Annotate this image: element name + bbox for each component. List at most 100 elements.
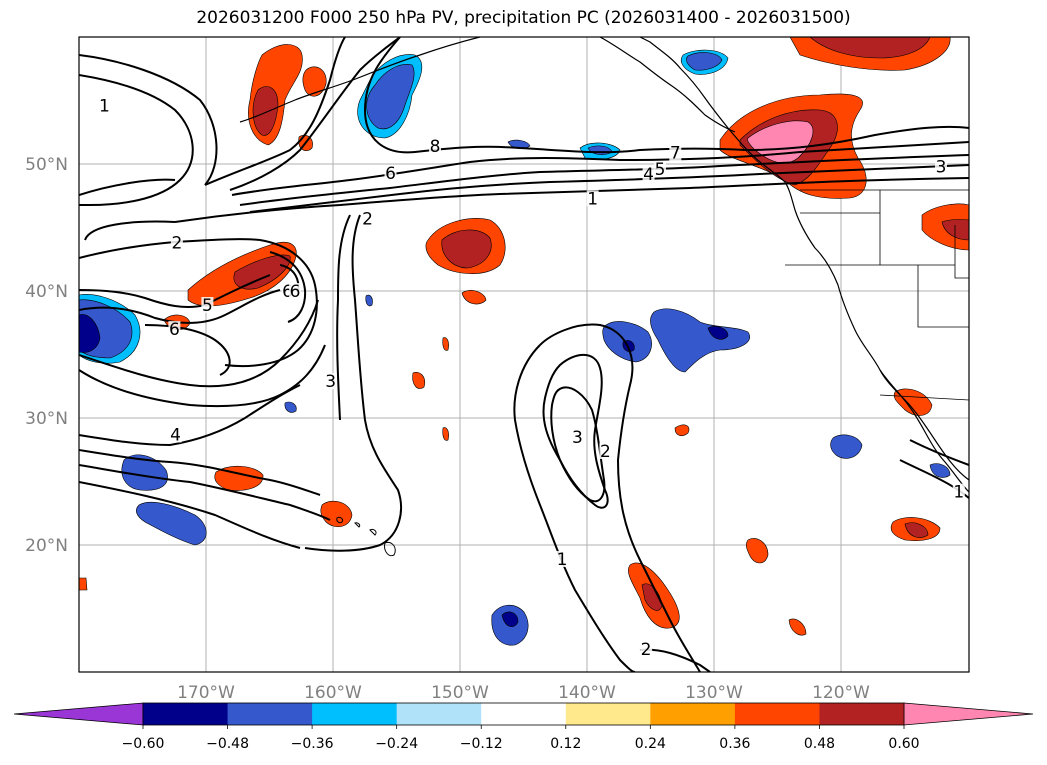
coast-alaska: [239, 37, 481, 123]
pv-label-background: [642, 166, 655, 183]
island: [354, 522, 361, 528]
pv-contour: [249, 164, 969, 213]
colorbar-tick-label: −0.24: [375, 736, 418, 752]
pv-contour-label: 6: [290, 282, 301, 302]
precip-blob: [366, 64, 415, 130]
precip-blob: [941, 219, 969, 241]
precip-blob: [284, 401, 297, 413]
pv-contour: [269, 251, 307, 323]
precip-blob: [412, 372, 425, 389]
precip-blob: [121, 454, 168, 491]
precip-blob: [79, 314, 101, 353]
coastlines: [239, 37, 969, 493]
precip-blob: [136, 501, 207, 546]
pv-contour: [79, 178, 176, 196]
pv-contour-label: 1: [99, 97, 110, 117]
colorbar-tick-label: −0.60: [122, 736, 165, 752]
colorbar-tick-label: −0.36: [291, 736, 334, 752]
pv-contour-label: 3: [936, 158, 947, 178]
precip-blob: [501, 611, 519, 628]
pv-label-background: [384, 164, 397, 181]
pv-label-background: [640, 641, 653, 658]
pv-contour-label: 4: [643, 165, 654, 185]
lon-tick-label-160w: 160°W: [304, 683, 362, 703]
pv-contour: [336, 214, 351, 421]
pv-contour: [79, 449, 321, 496]
precip-blob: [707, 326, 729, 340]
pv-contour: [539, 323, 701, 672]
pv-contour-label: 2: [171, 234, 182, 254]
pv-contour: [79, 481, 301, 549]
precip-blob: [904, 522, 929, 538]
map-title: 2026031200 F000 250 hPa PV, precipitatio…: [196, 8, 851, 28]
hawaii-islands: [336, 516, 396, 557]
colorbar-segment: [734, 703, 820, 725]
border-state: [954, 225, 969, 279]
border-state: [917, 265, 969, 328]
lon-tick-labels: 170°W 160°W 150°W 140°W 130°W 120°W: [177, 683, 870, 703]
colorbar-segment: [312, 703, 398, 725]
pv-label-background: [201, 297, 214, 313]
pv-label-background: [169, 426, 182, 443]
lat-tick-label-30n: 30°N: [25, 409, 68, 429]
pv-contour: [79, 274, 271, 308]
colorbar-tick-label: −0.12: [460, 736, 503, 752]
pv-contour-label: 8: [430, 137, 441, 157]
lon-tick-label-120w: 120°W: [812, 683, 870, 703]
pv-contour: [229, 37, 401, 191]
precip-blob: [686, 52, 723, 71]
lat-tick-label-40n: 40°N: [25, 282, 68, 302]
pv-contour: [84, 220, 176, 241]
pv-contour: [550, 386, 606, 503]
precip-blob: [233, 254, 291, 290]
pv-label-background: [168, 321, 181, 338]
pv-contour: [542, 353, 609, 509]
colorbar-tick-label: 0.36: [719, 736, 750, 752]
colorbar-tick-label: 0.48: [804, 736, 835, 752]
pv-label-background: [324, 373, 337, 390]
colorbar-segment: [650, 703, 736, 725]
pv-label-background: [429, 138, 441, 155]
pv-contour-label: 1: [953, 483, 964, 503]
colorbar-tick-label: 0.24: [635, 736, 666, 752]
precip-blob: [929, 463, 951, 478]
pv-label-background: [654, 161, 666, 178]
colorbar-segment: [565, 703, 651, 725]
pv-contour-label: 5: [202, 296, 213, 316]
precip-blob: [893, 388, 933, 416]
precip-blob: [650, 308, 750, 373]
pv-label-background: [170, 234, 183, 251]
coast-baja: [879, 369, 969, 493]
colorbar-tick-label: 0.60: [888, 736, 919, 752]
precip-blob: [745, 538, 769, 564]
island: [336, 516, 343, 524]
pv-label-background: [98, 97, 111, 114]
precip-blob: [441, 229, 492, 269]
colorbar-tick-label: 0.12: [550, 736, 581, 752]
pv-contour: [79, 74, 194, 206]
political-borders: [785, 189, 969, 401]
pv-label-background: [571, 429, 584, 446]
pv-contour-label: 5: [655, 160, 666, 180]
border-us-mexico: [879, 394, 969, 401]
coast-bc: [599, 37, 736, 133]
pv-contour: [909, 439, 969, 466]
pv-contour: [363, 37, 969, 154]
lon-tick-label-130w: 130°W: [685, 683, 743, 703]
colorbar-under-arrow: [13, 702, 144, 726]
pv-label-background: [361, 210, 374, 227]
pv-label-background: [669, 144, 682, 161]
lat-tick-label-50n: 50°N: [25, 155, 68, 175]
lon-tick-label-170w: 170°W: [177, 683, 235, 703]
pv-contour: [79, 384, 301, 447]
pv-label-background: [599, 443, 612, 459]
pv-contour: [304, 214, 402, 552]
pv-contour: [174, 177, 969, 223]
precip-blob: [302, 66, 327, 97]
pv-contour-label: 6: [282, 282, 293, 302]
precip-blob: [365, 294, 373, 307]
pv-label-background: [586, 190, 599, 207]
lon-tick-label-140w: 140°W: [558, 683, 616, 703]
